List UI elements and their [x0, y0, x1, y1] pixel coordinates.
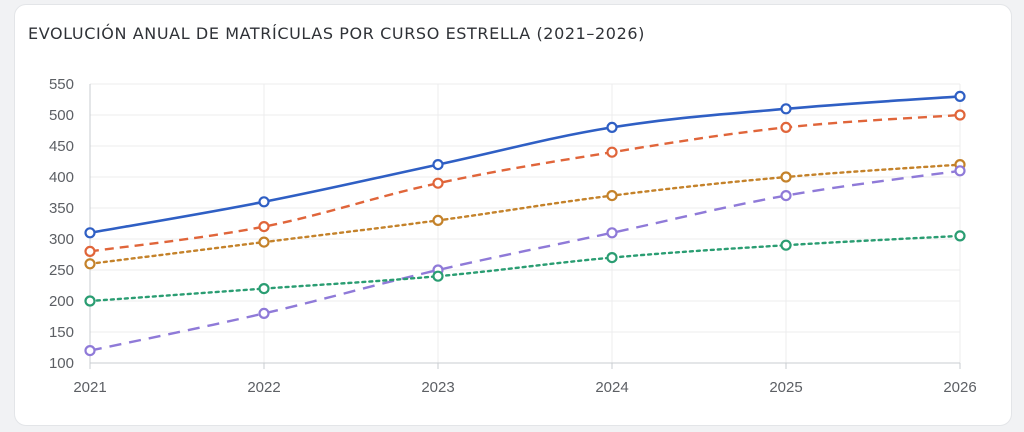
series-line: [89, 113, 961, 253]
data-point: [780, 190, 792, 202]
data-point: [780, 103, 792, 115]
y-tick-label: 550: [49, 76, 74, 93]
data-point: [780, 121, 792, 134]
data-point: [258, 307, 270, 319]
series-layer: [84, 90, 966, 357]
series-line: [89, 95, 961, 235]
data-point: [606, 190, 618, 202]
series-2: [84, 109, 966, 257]
data-point: [84, 245, 96, 257]
x-tick-label: 2025: [769, 379, 802, 396]
data-point: [606, 227, 618, 239]
y-tick-label: 100: [49, 355, 74, 372]
series-line: [88, 234, 962, 303]
data-point: [954, 109, 966, 121]
data-point: [780, 239, 792, 251]
y-tick-label: 200: [49, 293, 74, 310]
series-1: [84, 90, 966, 239]
data-point: [954, 90, 966, 103]
y-tick-label: 250: [49, 262, 74, 279]
data-point: [258, 236, 270, 248]
y-tick-label: 500: [49, 107, 74, 124]
y-tick-label: 300: [49, 231, 74, 248]
data-point: [84, 258, 96, 270]
data-point: [258, 196, 270, 208]
series-line: [89, 169, 961, 352]
data-point: [258, 221, 270, 233]
data-point: [258, 283, 270, 295]
data-point: [606, 252, 618, 264]
data-point: [84, 295, 96, 307]
series-4: [84, 165, 966, 357]
data-point: [432, 214, 444, 226]
data-point: [954, 230, 966, 242]
data-point: [432, 177, 444, 189]
data-point: [84, 227, 96, 239]
y-tick-label: 400: [49, 169, 74, 186]
series-5: [84, 230, 966, 307]
grid-lines: [90, 83, 961, 363]
x-tick-label: 2023: [421, 379, 454, 396]
x-tick-label: 2021: [73, 379, 106, 396]
series-line: [88, 163, 962, 265]
data-point: [432, 270, 444, 282]
chart-card: [14, 4, 1012, 426]
y-tick-label: 350: [49, 200, 74, 217]
y-tick-label: 450: [49, 138, 74, 155]
data-point: [954, 165, 966, 177]
data-point: [84, 345, 96, 357]
axes: [89, 84, 961, 369]
x-tick-label: 2026: [943, 379, 976, 396]
tick-labels: 100 150 200 250 300 350 400 450 500 550 2021 2022 20…: [49, 76, 977, 396]
chart-title: EVOLUCIÓN ANUAL DE MATRÍCULAS POR CURSO …: [28, 24, 645, 43]
data-point: [432, 159, 444, 171]
data-point: [606, 121, 618, 134]
x-tick-label: 2022: [247, 379, 280, 396]
data-point: [606, 146, 618, 158]
data-point: [780, 171, 792, 183]
y-tick-label: 150: [49, 324, 74, 341]
x-tick-label: 2024: [595, 379, 628, 396]
